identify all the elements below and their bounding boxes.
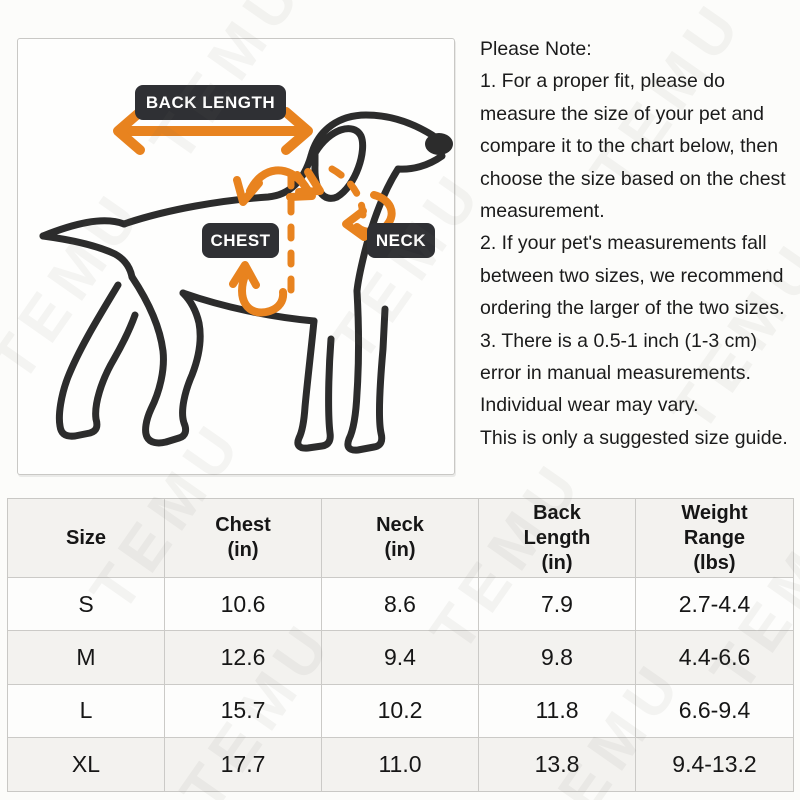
header-cell-chest: Chest (in) [165, 499, 322, 578]
table-cell: XL [8, 737, 165, 791]
note-line: error in manual measurements. [480, 362, 751, 385]
table-cell: 9.4 [322, 631, 479, 685]
table-cell: 9.4-13.2 [636, 737, 793, 791]
chest-measure-arrow-top [233, 166, 316, 206]
table-cell: 12.6 [165, 631, 322, 685]
note-line: 2. If your pet's measurements fall [480, 232, 767, 255]
shoulder-arrowhead [295, 168, 324, 196]
table-cell: S [8, 578, 165, 632]
table-cell: 2.7-4.4 [636, 578, 793, 632]
size-chart-table: Size Chest (in) Neck (in) Back Length (i… [7, 498, 794, 792]
note-line: compare it to the chart below, then [480, 135, 779, 158]
back-length-label: BACK LENGTH [145, 92, 276, 112]
table-cell: 10.6 [165, 578, 322, 632]
note-line: choose the size based on the chest [480, 167, 786, 190]
header-cell-neck: Neck (in) [322, 499, 479, 578]
header-cell-back-length: Back Length (in) [479, 499, 636, 578]
table-cell: 10.2 [322, 684, 479, 738]
chest-label-badge: CHEST [202, 223, 279, 258]
back-length-label-badge: BACK LENGTH [135, 85, 286, 120]
note-line: Individual wear may vary. [480, 394, 699, 417]
table-cell: 11.0 [322, 737, 479, 791]
chest-measure-arrow-bottom [229, 261, 288, 317]
table-cell: 8.6 [322, 578, 479, 632]
back-length-arrow [113, 107, 313, 155]
note-line: between two sizes, we recommend [480, 264, 784, 287]
note-line: measurement. [480, 200, 605, 223]
note-line: This is only a suggested size guide. [480, 426, 788, 449]
table-cell: 11.8 [479, 684, 636, 738]
chest-label: CHEST [210, 230, 271, 250]
table-cell: L [8, 684, 165, 738]
table-cell: 6.6-9.4 [636, 684, 793, 738]
table-cell: 7.9 [479, 578, 636, 632]
table-cell: 4.4-6.6 [636, 631, 793, 685]
header-cell-weight: Weight Range (lbs) [636, 499, 793, 578]
table-cell: 15.7 [165, 684, 322, 738]
table-cell: 17.7 [165, 737, 322, 791]
table-cell: 9.8 [479, 631, 636, 685]
note-line: 3. There is a 0.5-1 inch (1-3 cm) [480, 329, 758, 352]
note-line: measure the size of your pet and [480, 102, 764, 125]
table-cell: M [8, 631, 165, 685]
dog-nose [425, 133, 453, 155]
notes-title: Please Note: [480, 38, 592, 60]
note-line: 1. For a proper fit, please do [480, 70, 725, 93]
neck-label-badge: NECK [367, 223, 435, 258]
table-cell: 13.8 [479, 737, 636, 791]
please-note-text: Please Note: 1. For a proper fit, please… [480, 33, 798, 454]
header-cell-size: Size [8, 499, 165, 578]
neck-label: NECK [375, 230, 427, 250]
dog-measurement-diagram: BACK LENGTH CHEST NECK [17, 38, 455, 475]
note-line: ordering the larger of the two sizes. [480, 297, 785, 320]
